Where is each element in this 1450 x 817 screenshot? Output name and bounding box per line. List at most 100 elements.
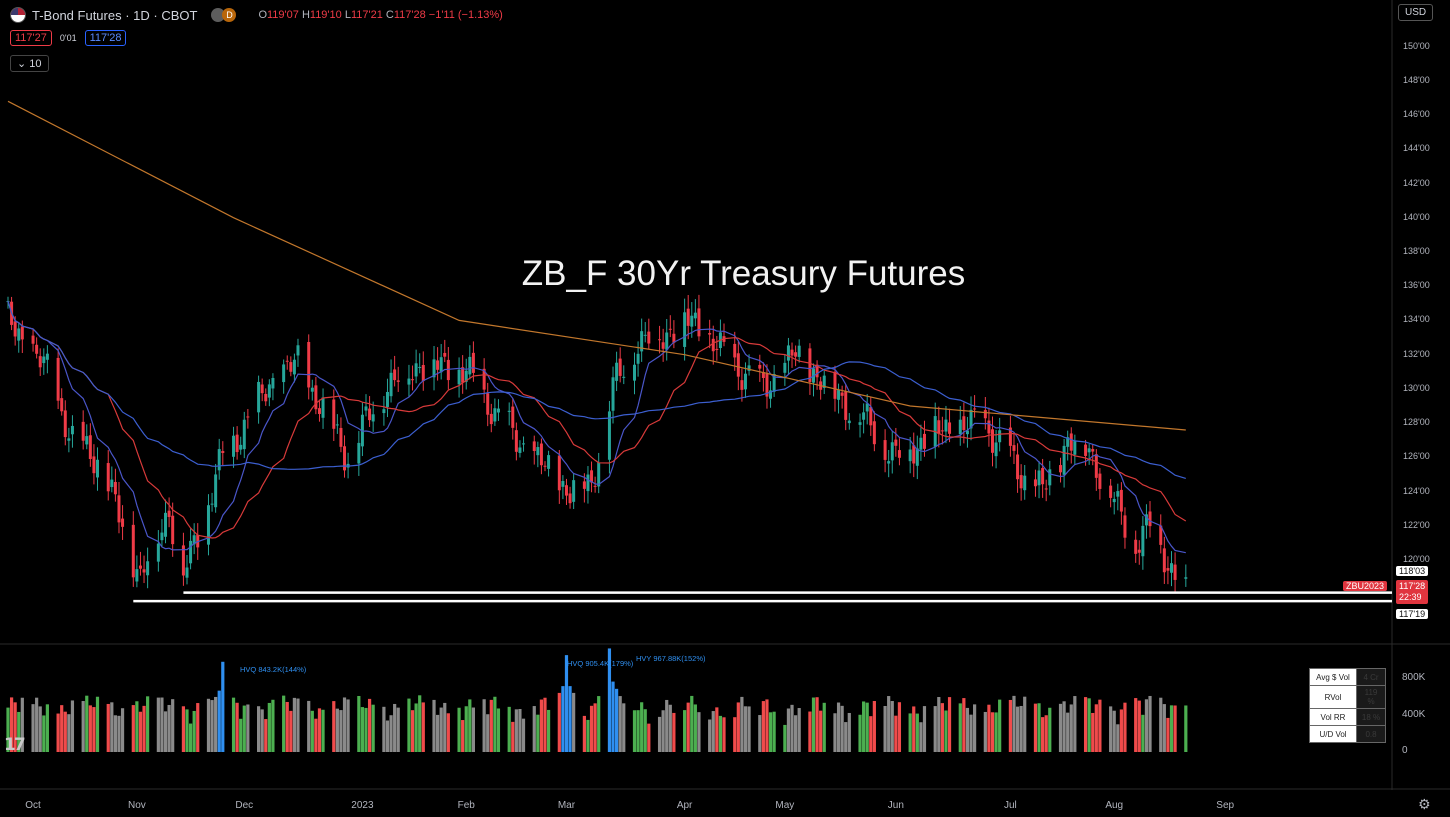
volume-bar — [557, 692, 561, 752]
bid-button[interactable]: 117'27 — [10, 30, 52, 46]
candle-body — [1162, 548, 1166, 573]
volume-bar — [113, 715, 117, 752]
volume-bar — [117, 715, 121, 752]
candle-body — [418, 366, 422, 368]
volume-bar — [568, 686, 572, 752]
candle-body — [715, 348, 719, 350]
time-axis-label: Oct — [25, 800, 41, 811]
candle-body — [844, 391, 848, 420]
volume-bar — [188, 723, 193, 752]
candle-body — [368, 408, 372, 421]
candle-body — [489, 413, 493, 425]
volume-bar — [496, 708, 501, 752]
volume-bar — [833, 713, 837, 752]
volume-bar — [468, 699, 472, 752]
candle-body — [1119, 489, 1123, 512]
volume-bar — [947, 697, 952, 752]
volume-bar — [783, 724, 787, 752]
volume-bar — [507, 706, 511, 752]
gear-icon[interactable]: ⚙ — [1418, 796, 1431, 812]
volume-annotation: HVY 967.88K(152%) — [636, 654, 706, 663]
volume-bar — [908, 713, 912, 752]
candle-body — [310, 387, 314, 392]
market-status-icon[interactable] — [211, 8, 226, 22]
price-axis-label: 130'00 — [1403, 382, 1430, 393]
candle-body — [965, 430, 969, 435]
candle-body — [962, 416, 966, 430]
volume-bar — [231, 697, 236, 752]
candle-body — [622, 376, 626, 378]
price-axis-label: 120'00 — [1403, 554, 1430, 565]
ohlc-readout: O119'07 H119'10 L117'21 C117'28 −1'11 (−… — [258, 9, 503, 21]
candle-body — [164, 512, 168, 537]
volume-bar — [410, 710, 415, 752]
candle-body — [1173, 564, 1177, 580]
volume-bar — [138, 711, 143, 752]
volume-bar — [317, 708, 322, 752]
candle-body — [42, 356, 46, 364]
volume-bar — [836, 702, 841, 752]
price-axis-label: 146'00 — [1403, 109, 1430, 120]
volume-bar — [239, 718, 243, 752]
tradingview-logo[interactable]: 17 — [4, 735, 26, 755]
candle-body — [1094, 454, 1098, 478]
delayed-data-icon[interactable]: D — [222, 8, 237, 22]
volume-bar — [260, 709, 264, 752]
volume-bar — [13, 702, 17, 752]
symbol-title[interactable]: T-Bond Futures · 1D · CBOT — [32, 7, 198, 23]
volume-bar — [611, 681, 615, 752]
volume-bar — [511, 721, 515, 752]
candle-body — [561, 481, 565, 487]
candle-body — [210, 503, 214, 505]
candle-body — [468, 356, 472, 375]
volume-bar — [1019, 705, 1023, 752]
volume-bar — [160, 697, 164, 752]
volume-bar — [536, 714, 540, 752]
table-row: U/D Vol 0.8 — [1309, 725, 1386, 743]
volume-bar — [131, 705, 135, 752]
volume-bar — [217, 690, 221, 752]
volume-bar — [794, 715, 798, 752]
time-axis-label: Jun — [887, 800, 904, 811]
candle-body — [1144, 514, 1148, 526]
candle-body — [647, 331, 651, 344]
volume-bar — [965, 707, 970, 752]
candle-body — [13, 321, 17, 337]
candle-body — [1059, 465, 1063, 473]
volume-bar — [915, 713, 919, 752]
candle-body — [285, 360, 289, 362]
volume-annotation: HVQ 905.4K(179%) — [567, 659, 634, 668]
candle-body — [1048, 469, 1052, 486]
volume-bar — [1159, 697, 1163, 752]
volume-bar — [310, 710, 314, 752]
candle-body — [958, 419, 962, 435]
currency-selector[interactable]: USD — [1398, 4, 1434, 21]
volume-bar — [636, 710, 640, 752]
candle-body — [60, 398, 64, 412]
volume-bar — [808, 711, 812, 752]
candle-body — [339, 427, 343, 447]
volume-bar — [940, 703, 944, 752]
candle-body — [142, 569, 146, 573]
candle-body — [321, 397, 325, 418]
volume-bar — [1166, 717, 1170, 752]
candle-body — [507, 410, 511, 412]
volume-bar — [17, 711, 21, 752]
volume-bar — [1008, 699, 1012, 752]
us-flag-icon — [10, 7, 26, 23]
volume-bar — [421, 702, 425, 752]
candle-body — [1159, 525, 1163, 545]
candle-body — [221, 451, 225, 453]
candle-body — [761, 372, 765, 378]
volume-bar — [264, 719, 268, 752]
candle-body — [88, 435, 92, 459]
volume-bar — [973, 704, 977, 752]
candle-body — [1184, 577, 1188, 579]
candle-body — [815, 364, 819, 378]
volume-bar — [615, 688, 619, 752]
volume-bar — [9, 697, 14, 752]
ask-button[interactable]: 117'28 — [84, 30, 127, 46]
indicators-toggle[interactable]: ⌄ 10 — [10, 55, 49, 72]
candle-body — [171, 515, 175, 545]
